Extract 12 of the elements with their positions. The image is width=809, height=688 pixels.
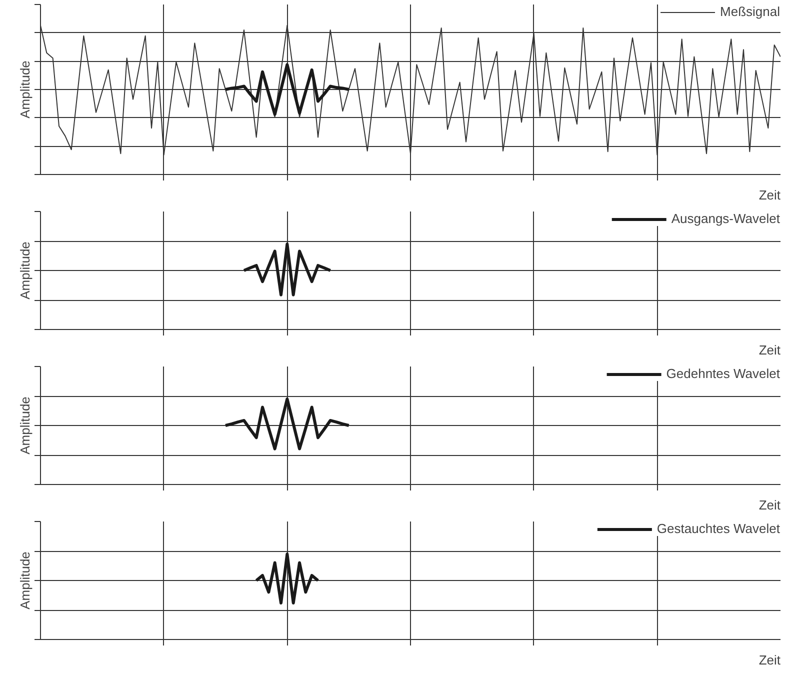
x-axis-title: Zeit bbox=[758, 342, 781, 358]
x-axis-title: Zeit bbox=[758, 652, 781, 668]
legend-label: Ausgangs-Wavelet bbox=[671, 211, 780, 226]
y-axis-title: Amplitude bbox=[18, 242, 32, 300]
y-axis-title: Amplitude bbox=[18, 60, 32, 118]
legend-label: Meßsignal bbox=[720, 4, 780, 19]
x-axis-title: Zeit bbox=[758, 498, 781, 512]
y-axis-title: Amplitude bbox=[18, 396, 32, 454]
x-axis-title: Zeit bbox=[758, 188, 781, 202]
legend-label: Gestauchtes Wavelet bbox=[656, 521, 780, 536]
y-axis-title: Amplitude bbox=[18, 552, 32, 610]
legend-label: Gedehntes Wavelet bbox=[666, 366, 780, 381]
